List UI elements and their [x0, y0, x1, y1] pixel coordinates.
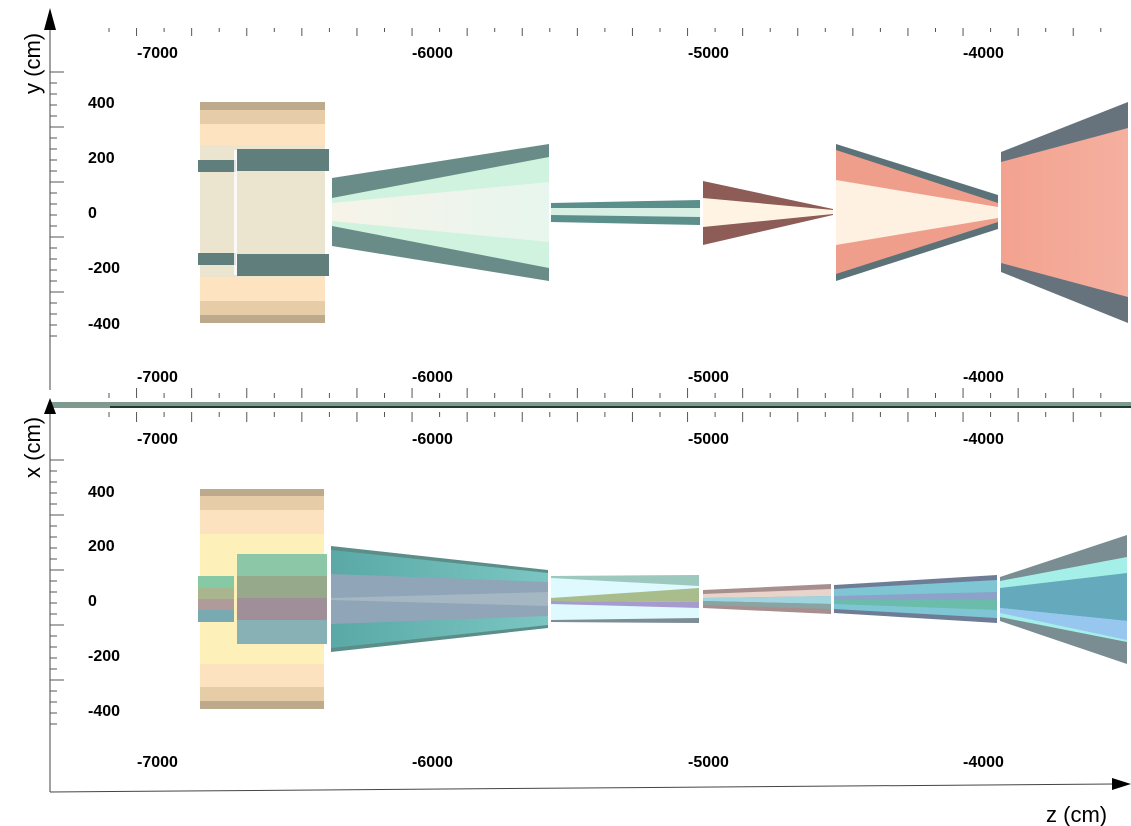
top-block-1 [198, 102, 329, 323]
bottom-y-tick-label: 0 [88, 593, 97, 610]
top-y-tick-label: -400 [88, 316, 120, 333]
bottom-x-axis-line [49, 783, 1115, 793]
bottom-x-tick-label-lower: -6000 [412, 754, 453, 771]
bottom-y-tick-label: -400 [88, 703, 120, 720]
bottom-tube-3 [551, 575, 699, 623]
bottom-x-tick-label-upper: -7000 [137, 431, 178, 448]
top-cone-5 [836, 144, 998, 281]
top-x-tick-label-lower: -5000 [688, 369, 729, 386]
top-x-tick-label-upper: -6000 [412, 45, 453, 62]
top-x-tick-label-lower: -4000 [963, 369, 1004, 386]
bottom-y-axis-arrow [44, 398, 56, 414]
top-y-tick-label: 0 [88, 205, 97, 222]
x-axis-title: z (cm) [1046, 802, 1107, 826]
top-y-tick-label: 200 [88, 150, 115, 167]
top-x-tick-label-upper: -7000 [137, 45, 178, 62]
bottom-x-tick-label-lower: -4000 [963, 754, 1004, 771]
bottom-y-axis-title: x (cm) [20, 417, 45, 478]
top-y-axis-title: y (cm) [20, 33, 45, 94]
bottom-cone-5 [834, 575, 997, 623]
bottom-cone-4 [703, 584, 831, 614]
top-cone-4 [703, 181, 833, 245]
bottom-y-tick-marks [50, 459, 64, 725]
bottom-x-tick-label-upper: -6000 [412, 431, 453, 448]
bottom-y-tick-label: -200 [88, 648, 120, 665]
panel-separator-dark [110, 406, 1131, 408]
top-x-tick-label-upper: -4000 [963, 45, 1004, 62]
top-cone-6 [1001, 102, 1128, 323]
top-y-axis-arrow [44, 8, 56, 30]
bottom-x-tick-label-upper: -4000 [963, 431, 1004, 448]
top-y-tick-marks [50, 71, 64, 337]
top-cone-2 [332, 144, 549, 281]
panel-bottom: x (cm) z (cm) 400 200 0 -200 -400 -7000 … [20, 398, 1131, 826]
bottom-x-tick-label-lower: -5000 [688, 754, 729, 771]
bottom-block-1 [198, 489, 327, 709]
bottom-x-tick-marks [108, 412, 1102, 422]
panel-separator [50, 402, 1131, 408]
top-y-tick-label: -200 [88, 260, 120, 277]
top-tube-3 [551, 200, 700, 225]
top-y-tick-label: 400 [88, 95, 115, 112]
bottom-x-tick-label-upper: -5000 [688, 431, 729, 448]
bottom-y-tick-label: 400 [88, 484, 115, 501]
top-x-tick-label-lower: -7000 [137, 369, 178, 386]
top-x-tick-label-upper: -5000 [688, 45, 729, 62]
bottom-cone-2 [331, 546, 548, 652]
bottom-x-tick-label-lower: -7000 [137, 754, 178, 771]
top-x-tick-marks [108, 28, 1102, 398]
bottom-cone-6 [1000, 535, 1127, 664]
bottom-x-axis-arrow [1112, 778, 1131, 790]
top-x-tick-label-lower: -6000 [412, 369, 453, 386]
bottom-y-tick-label: 200 [88, 538, 115, 555]
panel-top: y (cm) 400 200 0 -200 -400 -7000 -6000 -… [20, 8, 1128, 398]
